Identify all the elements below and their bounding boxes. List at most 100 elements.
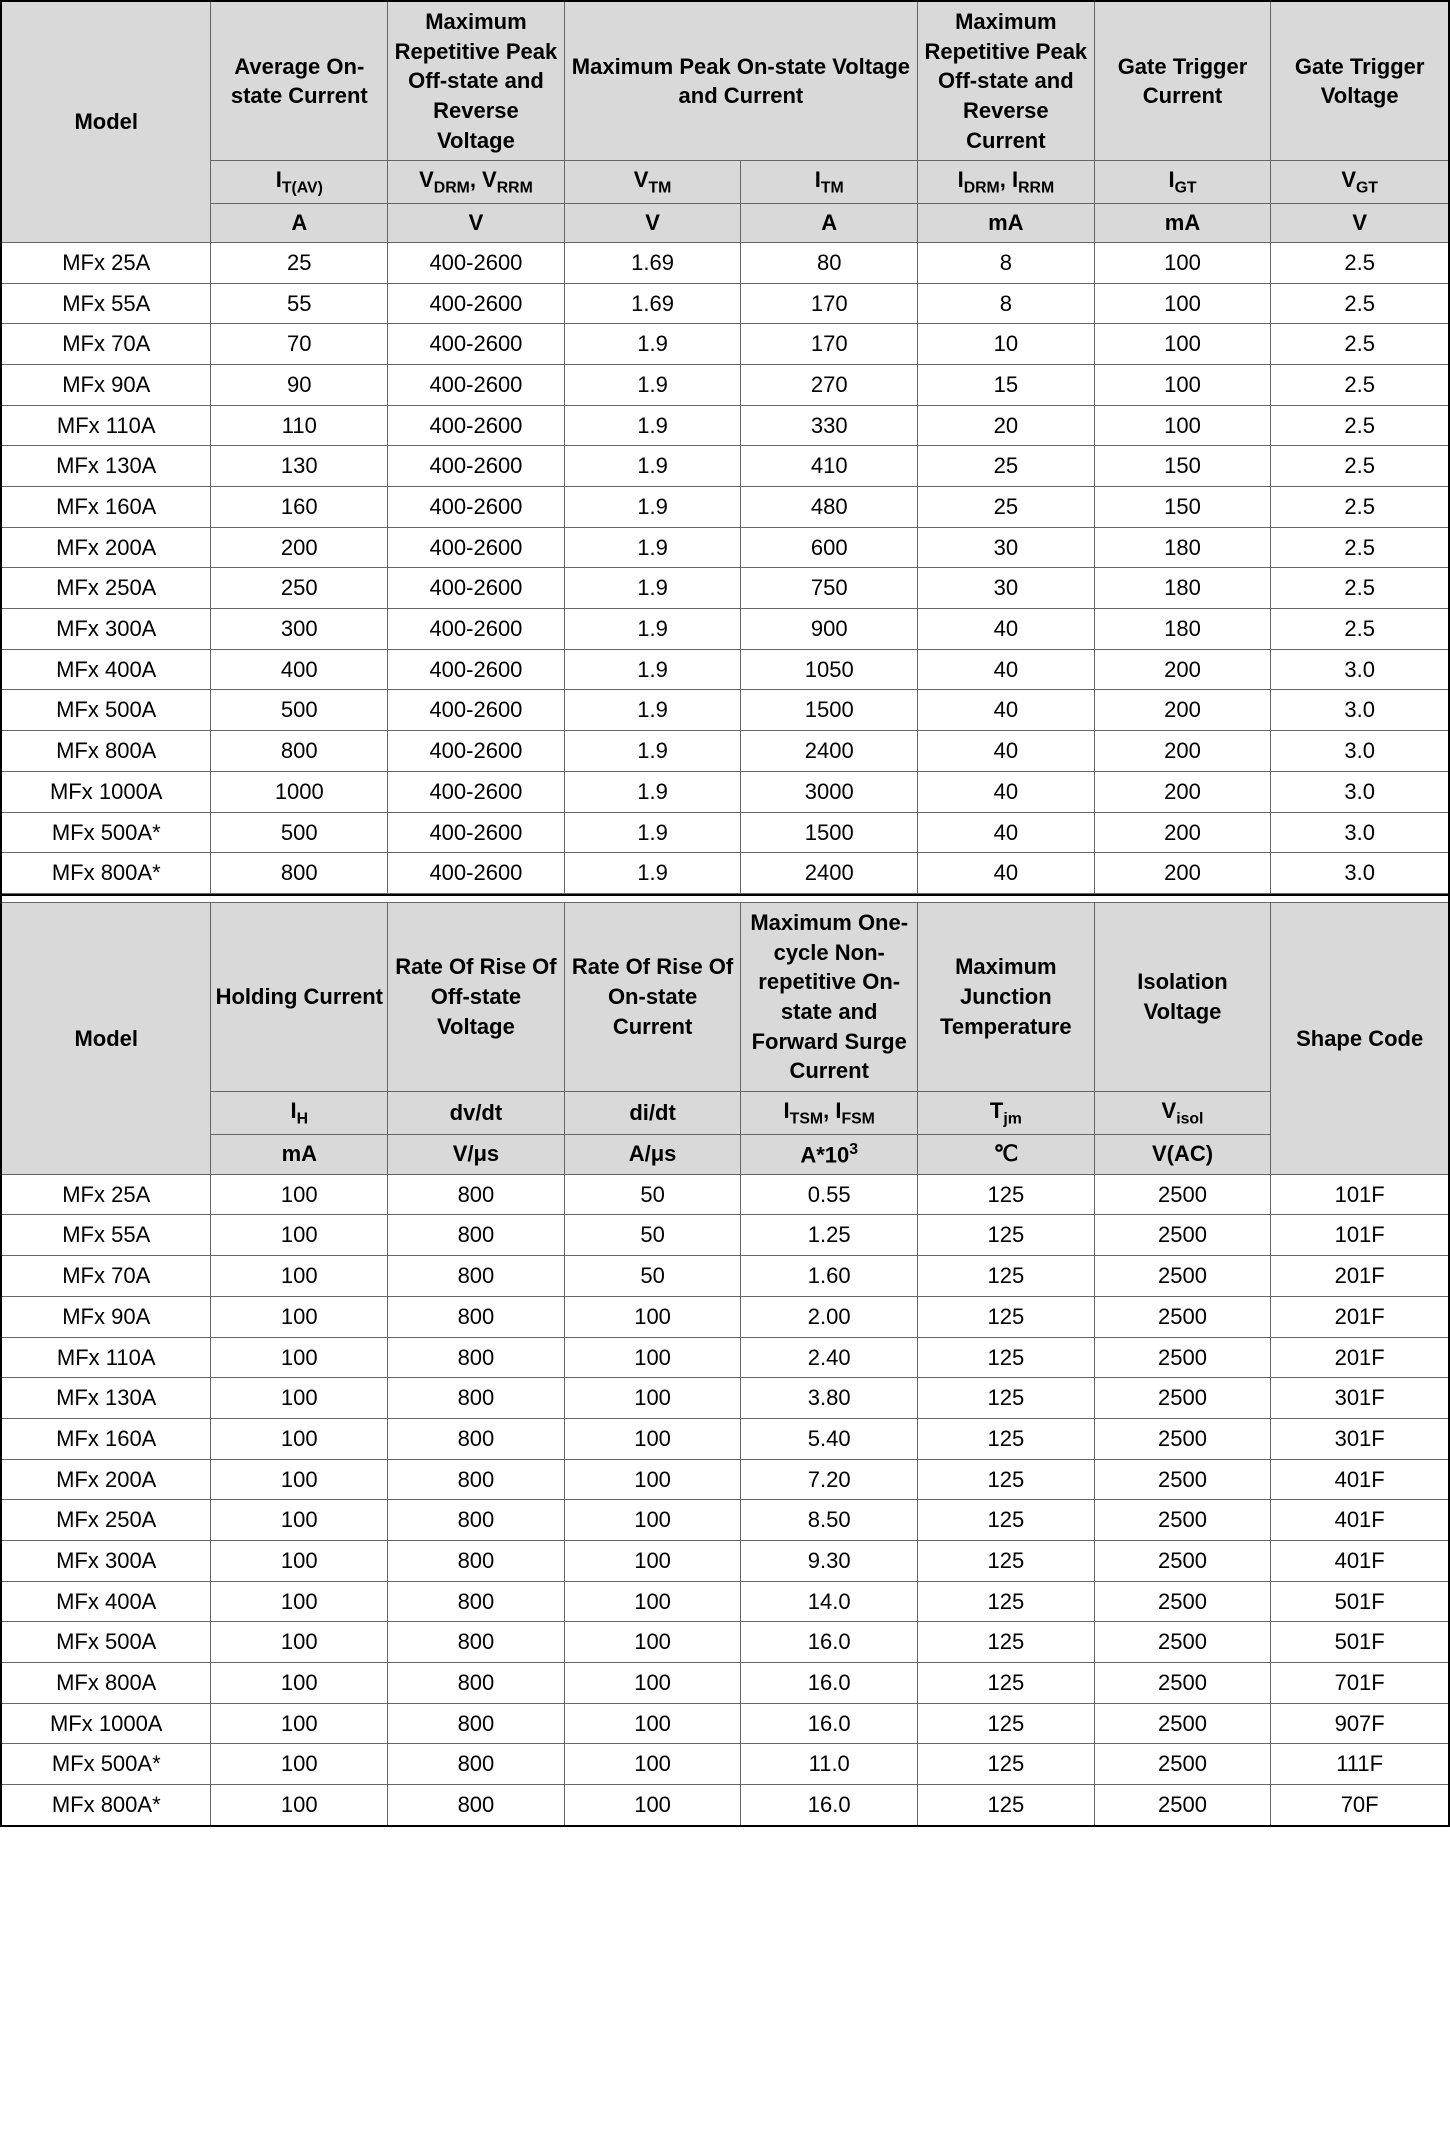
value-cell: 100 [1094, 324, 1271, 365]
t1-sym-c6: IGT [1094, 161, 1271, 204]
value-cell: 100 [211, 1581, 388, 1622]
t2-sym-c3: di/dt [564, 1092, 741, 1135]
value-cell: 50 [564, 1256, 741, 1297]
value-cell: 1.9 [564, 364, 741, 405]
value-cell: 100 [564, 1622, 741, 1663]
table-row: MFx 1000A10080010016.01252500907F [1, 1703, 1449, 1744]
value-cell: 100 [564, 1785, 741, 1826]
value-cell: 250 [211, 568, 388, 609]
table-row: MFx 160A1008001005.401252500301F [1, 1418, 1449, 1459]
value-cell: 15 [918, 364, 1095, 405]
value-cell: 800 [211, 853, 388, 894]
value-cell: 40 [918, 812, 1095, 853]
t1-hdr-c1: Average On-state Current [211, 1, 388, 161]
model-cell: MFx 1000A [1, 1703, 211, 1744]
t2-unit-c4: A*103 [741, 1134, 918, 1174]
t1-sym-c3: VTM [564, 161, 741, 204]
t1-hdr-c3: Maximum Peak On-state Voltage and Curren… [564, 1, 917, 161]
value-cell: 110 [211, 405, 388, 446]
value-cell: 100 [1094, 283, 1271, 324]
value-cell: 2400 [741, 853, 918, 894]
value-cell: 800 [388, 1296, 565, 1337]
value-cell: 600 [741, 527, 918, 568]
value-cell: 3.0 [1271, 731, 1449, 772]
model-cell: MFx 500A* [1, 812, 211, 853]
t2-hdr-c7: Shape Code [1271, 902, 1449, 1174]
value-cell: 55 [211, 283, 388, 324]
value-cell: 200 [1094, 649, 1271, 690]
value-cell: 301F [1271, 1418, 1449, 1459]
table-row: MFx 130A130400-26001.9410251502.5 [1, 446, 1449, 487]
t1-unit-c7: V [1271, 204, 1449, 243]
specs-page: Model Average On-state Current Maximum R… [0, 0, 1450, 1827]
value-cell: 800 [388, 1663, 565, 1704]
value-cell: 2.5 [1271, 242, 1449, 283]
value-cell: 2.5 [1271, 446, 1449, 487]
value-cell: 1500 [741, 690, 918, 731]
value-cell: 100 [564, 1663, 741, 1704]
value-cell: 125 [918, 1256, 1095, 1297]
value-cell: 1.9 [564, 771, 741, 812]
value-cell: 750 [741, 568, 918, 609]
value-cell: 100 [211, 1703, 388, 1744]
value-cell: 2500 [1094, 1256, 1271, 1297]
value-cell: 16.0 [741, 1622, 918, 1663]
value-cell: 2.5 [1271, 487, 1449, 528]
value-cell: 1.9 [564, 609, 741, 650]
table-row: MFx 25A25400-26001.698081002.5 [1, 242, 1449, 283]
value-cell: 300 [211, 609, 388, 650]
t2-hdr-c1: Holding Current [211, 902, 388, 1091]
value-cell: 800 [388, 1256, 565, 1297]
value-cell: 20 [918, 405, 1095, 446]
value-cell: 1.9 [564, 405, 741, 446]
t2-unit-c2: V/μs [388, 1134, 565, 1174]
t2-sym-c6: Visol [1094, 1092, 1271, 1135]
value-cell: 2500 [1094, 1663, 1271, 1704]
table1-body: MFx 25A25400-26001.698081002.5MFx 55A554… [1, 242, 1449, 893]
table-row: MFx 130A1008001003.801252500301F [1, 1378, 1449, 1419]
model-cell: MFx 25A [1, 242, 211, 283]
t1-hdr-c2: Maximum Repetitive Peak Off-state and Re… [388, 1, 565, 161]
model-cell: MFx 800A [1, 731, 211, 772]
value-cell: 1.9 [564, 446, 741, 487]
value-cell: 9.30 [741, 1540, 918, 1581]
value-cell: 800 [388, 1500, 565, 1541]
value-cell: 1.9 [564, 812, 741, 853]
value-cell: 2.5 [1271, 364, 1449, 405]
value-cell: 160 [211, 487, 388, 528]
t2-sym-c1: IH [211, 1092, 388, 1135]
value-cell: 201F [1271, 1256, 1449, 1297]
table-row: MFx 110A110400-26001.9330201002.5 [1, 405, 1449, 446]
table2-body: MFx 25A100800500.551252500101FMFx 55A100… [1, 1174, 1449, 1826]
value-cell: 100 [564, 1540, 741, 1581]
value-cell: 501F [1271, 1622, 1449, 1663]
value-cell: 907F [1271, 1703, 1449, 1744]
value-cell: 25 [918, 487, 1095, 528]
value-cell: 80 [741, 242, 918, 283]
table-row: MFx 300A1008001009.301252500401F [1, 1540, 1449, 1581]
value-cell: 100 [211, 1622, 388, 1663]
value-cell: 200 [1094, 731, 1271, 772]
value-cell: 40 [918, 690, 1095, 731]
value-cell: 3.0 [1271, 771, 1449, 812]
model-cell: MFx 110A [1, 1337, 211, 1378]
t1-sym-c5: IDRM, IRRM [918, 161, 1095, 204]
value-cell: 800 [388, 1581, 565, 1622]
value-cell: 125 [918, 1703, 1095, 1744]
value-cell: 100 [211, 1378, 388, 1419]
value-cell: 100 [1094, 242, 1271, 283]
value-cell: 501F [1271, 1581, 1449, 1622]
value-cell: 11.0 [741, 1744, 918, 1785]
value-cell: 100 [211, 1663, 388, 1704]
value-cell: 800 [388, 1215, 565, 1256]
table-row: MFx 25A100800500.551252500101F [1, 1174, 1449, 1215]
value-cell: 400-2600 [388, 609, 565, 650]
table-row: MFx 90A1008001002.001252500201F [1, 1296, 1449, 1337]
value-cell: 40 [918, 609, 1095, 650]
specs-table-1: Model Average On-state Current Maximum R… [0, 0, 1450, 894]
table-row: MFx 800A*10080010016.0125250070F [1, 1785, 1449, 1826]
value-cell: 180 [1094, 527, 1271, 568]
value-cell: 0.55 [741, 1174, 918, 1215]
model-cell: MFx 500A* [1, 1744, 211, 1785]
value-cell: 800 [388, 1703, 565, 1744]
